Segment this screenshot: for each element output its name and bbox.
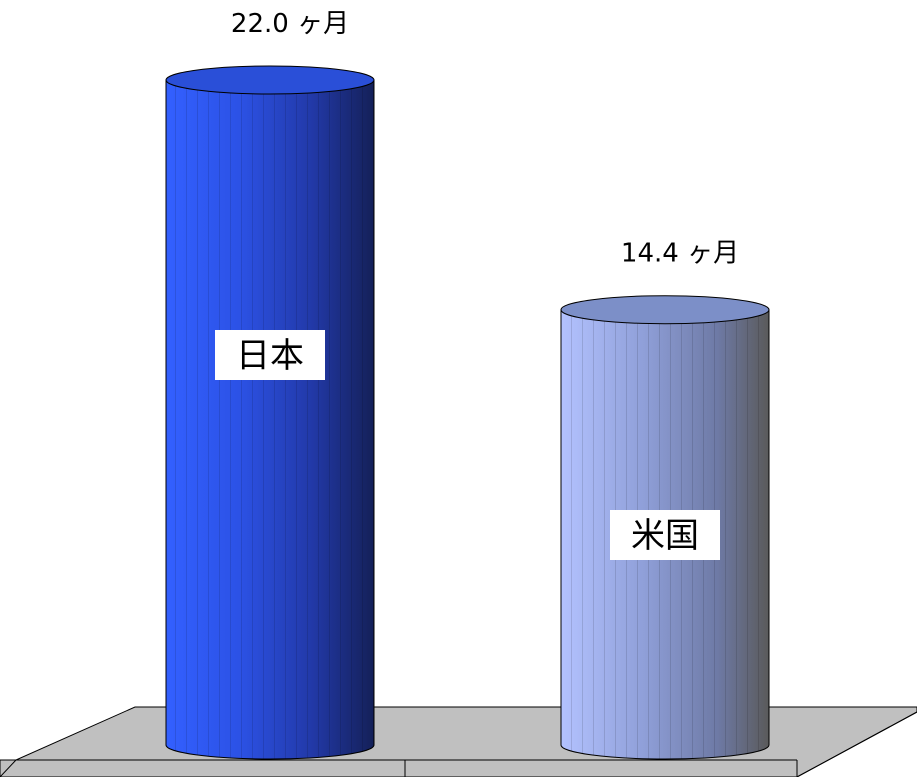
bars-layer — [165, 65, 770, 760]
category-label-box — [215, 330, 325, 380]
bar-top — [165, 65, 375, 95]
category-label-box — [610, 510, 720, 560]
bar-ribs — [166, 80, 374, 759]
category-label: 米国 — [631, 516, 699, 556]
bar-0 — [165, 65, 375, 760]
bar-top — [560, 295, 770, 325]
floor-right-edge — [796, 711, 917, 777]
value-label: 22.0 ヶ月 — [231, 9, 349, 39]
chart-floor — [0, 706, 917, 777]
value-label: 14.4 ヶ月 — [621, 239, 739, 269]
category-label: 日本 — [236, 336, 304, 376]
bar-1 — [560, 295, 770, 760]
floor-front-edge — [0, 759, 17, 777]
